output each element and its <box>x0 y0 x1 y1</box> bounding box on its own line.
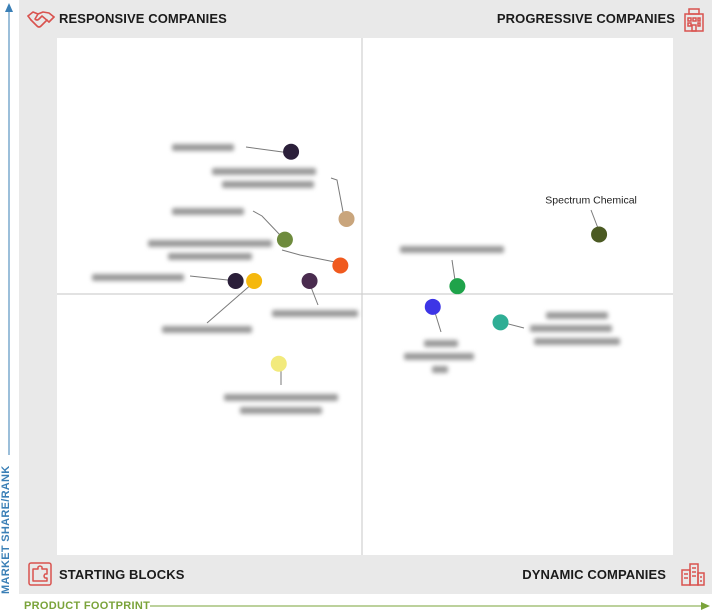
obscured-label <box>272 310 358 317</box>
data-point <box>301 272 318 289</box>
obscured-label <box>404 353 474 360</box>
data-points <box>227 143 608 372</box>
data-point <box>449 278 466 295</box>
obscured-labels <box>92 144 620 414</box>
leader-line <box>330 177 345 218</box>
obscured-label <box>222 181 314 188</box>
obscured-label <box>162 326 252 333</box>
obscured-label <box>400 246 504 253</box>
leader-line <box>252 210 282 237</box>
plot-area <box>57 38 673 555</box>
leader-line <box>281 249 341 264</box>
data-point <box>227 272 244 289</box>
data-point <box>424 298 441 315</box>
quadrant-title-progressive: PROGRESSIVE COMPANIES <box>496 11 675 26</box>
obscured-label <box>534 338 620 345</box>
quadrant-title-starting-blocks: STARTING BLOCKS <box>59 567 185 582</box>
quadrant-title-responsive: RESPONSIVE COMPANIES <box>59 11 227 26</box>
data-point <box>492 314 509 331</box>
obscured-label <box>432 366 448 373</box>
leader-line <box>206 282 254 324</box>
data-point <box>591 226 608 243</box>
obscured-label <box>424 340 458 347</box>
quadrant-title-dynamic: DYNAMIC COMPANIES <box>522 567 666 582</box>
obscured-label <box>530 325 612 332</box>
obscured-label <box>224 394 338 401</box>
data-point <box>338 210 355 227</box>
data-point <box>283 143 300 160</box>
data-point <box>276 231 293 248</box>
y-axis-arrowhead <box>5 3 13 12</box>
obscured-label <box>546 312 608 319</box>
obscured-label <box>172 144 234 151</box>
obscured-label <box>168 253 252 260</box>
obscured-label <box>148 240 272 247</box>
data-point <box>332 257 349 274</box>
y-axis-label: MARKET SHARE/RANK <box>0 465 12 594</box>
handshake-icon <box>27 11 55 28</box>
city-icon <box>681 563 705 586</box>
leader-line <box>245 146 291 154</box>
x-axis-label: PRODUCT FOOTPRINT <box>24 600 151 612</box>
x-axis-arrowhead <box>701 602 710 610</box>
data-label: Spectrum Chemical <box>545 194 637 206</box>
data-labels: Spectrum Chemical <box>545 194 637 206</box>
data-point <box>270 355 287 372</box>
puzzle-blocks-icon <box>28 562 52 586</box>
obscured-label <box>92 274 184 281</box>
obscured-label <box>240 407 322 414</box>
building-icon <box>684 8 704 32</box>
obscured-label <box>212 168 316 175</box>
data-point <box>246 272 263 289</box>
obscured-label <box>172 208 244 215</box>
